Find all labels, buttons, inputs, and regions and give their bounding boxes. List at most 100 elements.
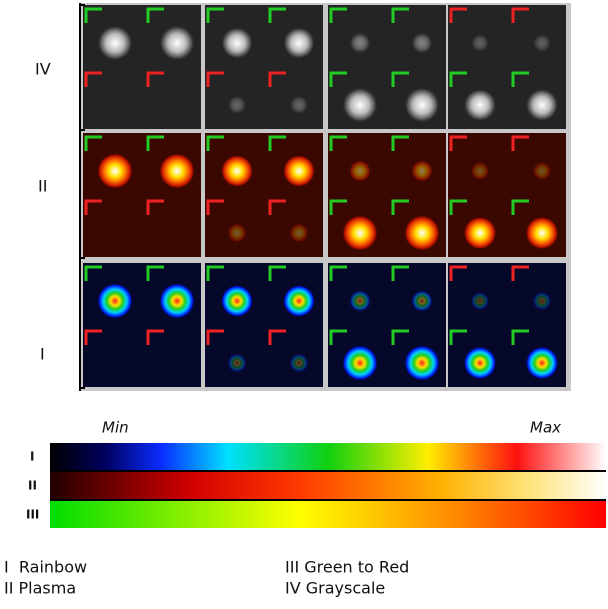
row-label: I [40,345,45,364]
spot [289,95,309,115]
row-label: IV [35,60,51,79]
roi-marker [511,135,529,151]
spot [97,25,133,61]
roi-marker [268,7,286,23]
spot [404,215,440,251]
roi-marker [206,135,224,151]
spot [525,346,559,380]
spot [282,154,316,188]
roi-marker [268,199,286,215]
roi-marker [511,265,529,281]
colorbar-label: III [26,508,39,522]
roi-marker [329,199,347,215]
spot [159,283,195,319]
spot [404,87,440,123]
row-label: II [38,177,47,196]
spot [470,291,490,311]
spot [411,32,433,54]
roi-marker [449,135,467,151]
spot [97,153,133,189]
roi-marker [391,71,409,87]
legend-entry: II Plasma [4,579,76,598]
roi-marker [84,71,102,87]
roi-marker [449,329,467,345]
roi-marker [268,265,286,281]
roi-marker [391,7,409,23]
roi-marker [511,199,529,215]
roi-marker [329,135,347,151]
roi-marker [449,71,467,87]
roi-marker [268,71,286,87]
roi-marker [449,7,467,23]
roi-marker [391,265,409,281]
roi-marker [511,329,529,345]
spot [525,216,559,250]
roi-marker [146,135,164,151]
roi-marker [329,7,347,23]
spot [411,290,433,312]
roi-marker [391,135,409,151]
spot [282,26,316,60]
colorbar-max: Max [530,419,561,437]
roi-marker [146,199,164,215]
spot [349,160,371,182]
legend-entry: IV Grayscale [285,579,385,598]
roi-marker [146,7,164,23]
image-panel [83,263,201,387]
spot [404,345,440,381]
roi-marker [84,199,102,215]
spot [349,32,371,54]
image-grid [80,4,566,389]
colorbar-green-red [50,501,606,528]
roi-marker [146,265,164,281]
spot [470,161,490,181]
legend-entry: III Green to Red [285,558,409,577]
spot [220,154,254,188]
roi-marker [329,71,347,87]
roi-marker [391,329,409,345]
spot [342,215,378,251]
spot [463,88,497,122]
spot [349,290,371,312]
spot [525,88,559,122]
roi-marker [206,199,224,215]
spot [220,26,254,60]
roi-marker [84,135,102,151]
roi-marker [84,329,102,345]
spot [532,291,552,311]
spot [411,160,433,182]
spot [532,33,552,53]
colorbar-rainbow [50,443,606,470]
spot [289,223,309,243]
roi-marker [449,265,467,281]
image-panel [83,133,201,257]
spot [470,33,490,53]
roi-marker [329,329,347,345]
roi-marker [391,199,409,215]
roi-marker [84,7,102,23]
colorbar-min: Min [102,419,129,437]
colorbar-plasma [50,472,606,499]
spot [227,223,247,243]
spot [97,283,133,319]
spot [289,353,309,373]
legend-entry: I Rainbow [4,558,87,577]
roi-marker [511,71,529,87]
spot [463,346,497,380]
roi-marker [268,135,286,151]
roi-marker [268,329,286,345]
spot [282,284,316,318]
roi-marker [84,265,102,281]
spot [159,25,195,61]
roi-marker [146,329,164,345]
image-panel [83,5,201,129]
spot [342,345,378,381]
spot [463,216,497,250]
spot [532,161,552,181]
spot [227,353,247,373]
roi-marker [329,265,347,281]
colorbar-label: I [30,450,34,464]
spot [220,284,254,318]
roi-marker [206,265,224,281]
